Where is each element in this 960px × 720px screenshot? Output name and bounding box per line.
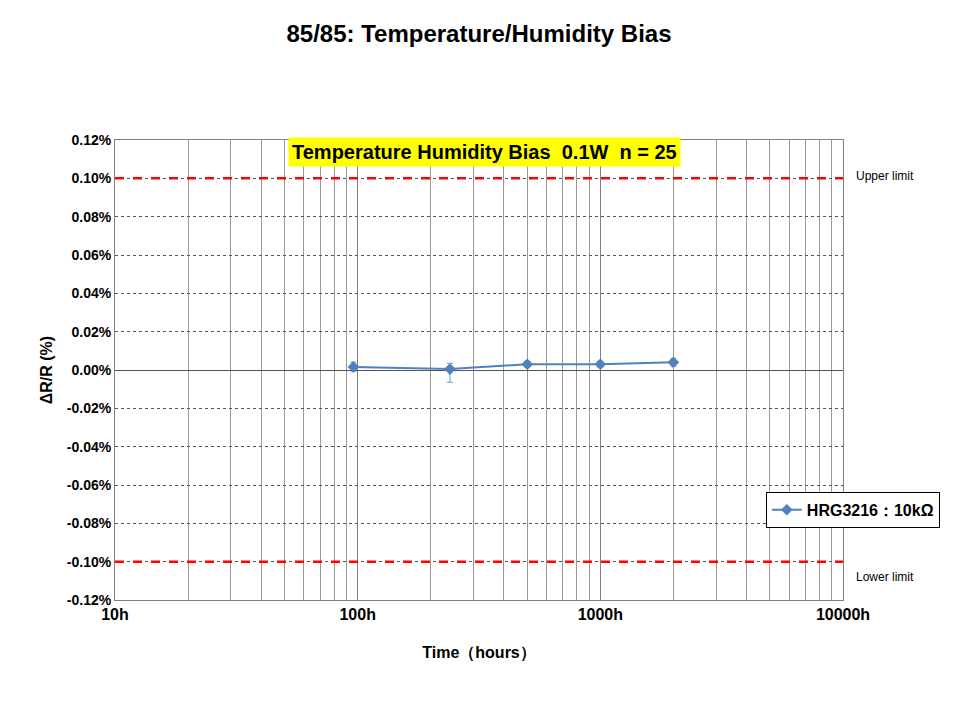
svg-text:0.06%: 0.06% <box>71 247 111 263</box>
svg-text:10000h: 10000h <box>816 606 870 623</box>
svg-text:-0.12%: -0.12% <box>67 592 112 608</box>
svg-text:-0.08%: -0.08% <box>67 515 112 531</box>
svg-text:ΔR/R (%): ΔR/R (%) <box>38 336 55 404</box>
svg-text:Lower limit: Lower limit <box>856 570 914 584</box>
svg-text:85/85: Temperature/Humidity Bi: 85/85: Temperature/Humidity Bias <box>286 20 671 47</box>
svg-text:1000h: 1000h <box>578 606 623 623</box>
svg-text:-0.06%: -0.06% <box>67 477 112 493</box>
svg-text:HRG3216：10kΩ: HRG3216：10kΩ <box>807 502 934 519</box>
svg-text:10h: 10h <box>101 606 129 623</box>
svg-text:-0.10%: -0.10% <box>67 554 112 570</box>
svg-text:100h: 100h <box>339 606 375 623</box>
svg-text:0.10%: 0.10% <box>71 170 111 186</box>
svg-text:0.00%: 0.00% <box>71 362 111 378</box>
svg-text:Time（hours）: Time（hours） <box>422 644 536 662</box>
svg-text:0.12%: 0.12% <box>71 132 111 148</box>
svg-text:0.04%: 0.04% <box>71 285 111 301</box>
svg-text:-0.04%: -0.04% <box>67 439 112 455</box>
svg-text:Upper limit: Upper limit <box>856 169 914 183</box>
svg-text:0.02%: 0.02% <box>71 324 111 340</box>
svg-text:-0.02%: -0.02% <box>67 400 112 416</box>
svg-text:Temperature Humidity Bias 0.1: Temperature Humidity Bias 0.1W n = 25 <box>292 141 677 163</box>
svg-text:0.08%: 0.08% <box>71 209 111 225</box>
